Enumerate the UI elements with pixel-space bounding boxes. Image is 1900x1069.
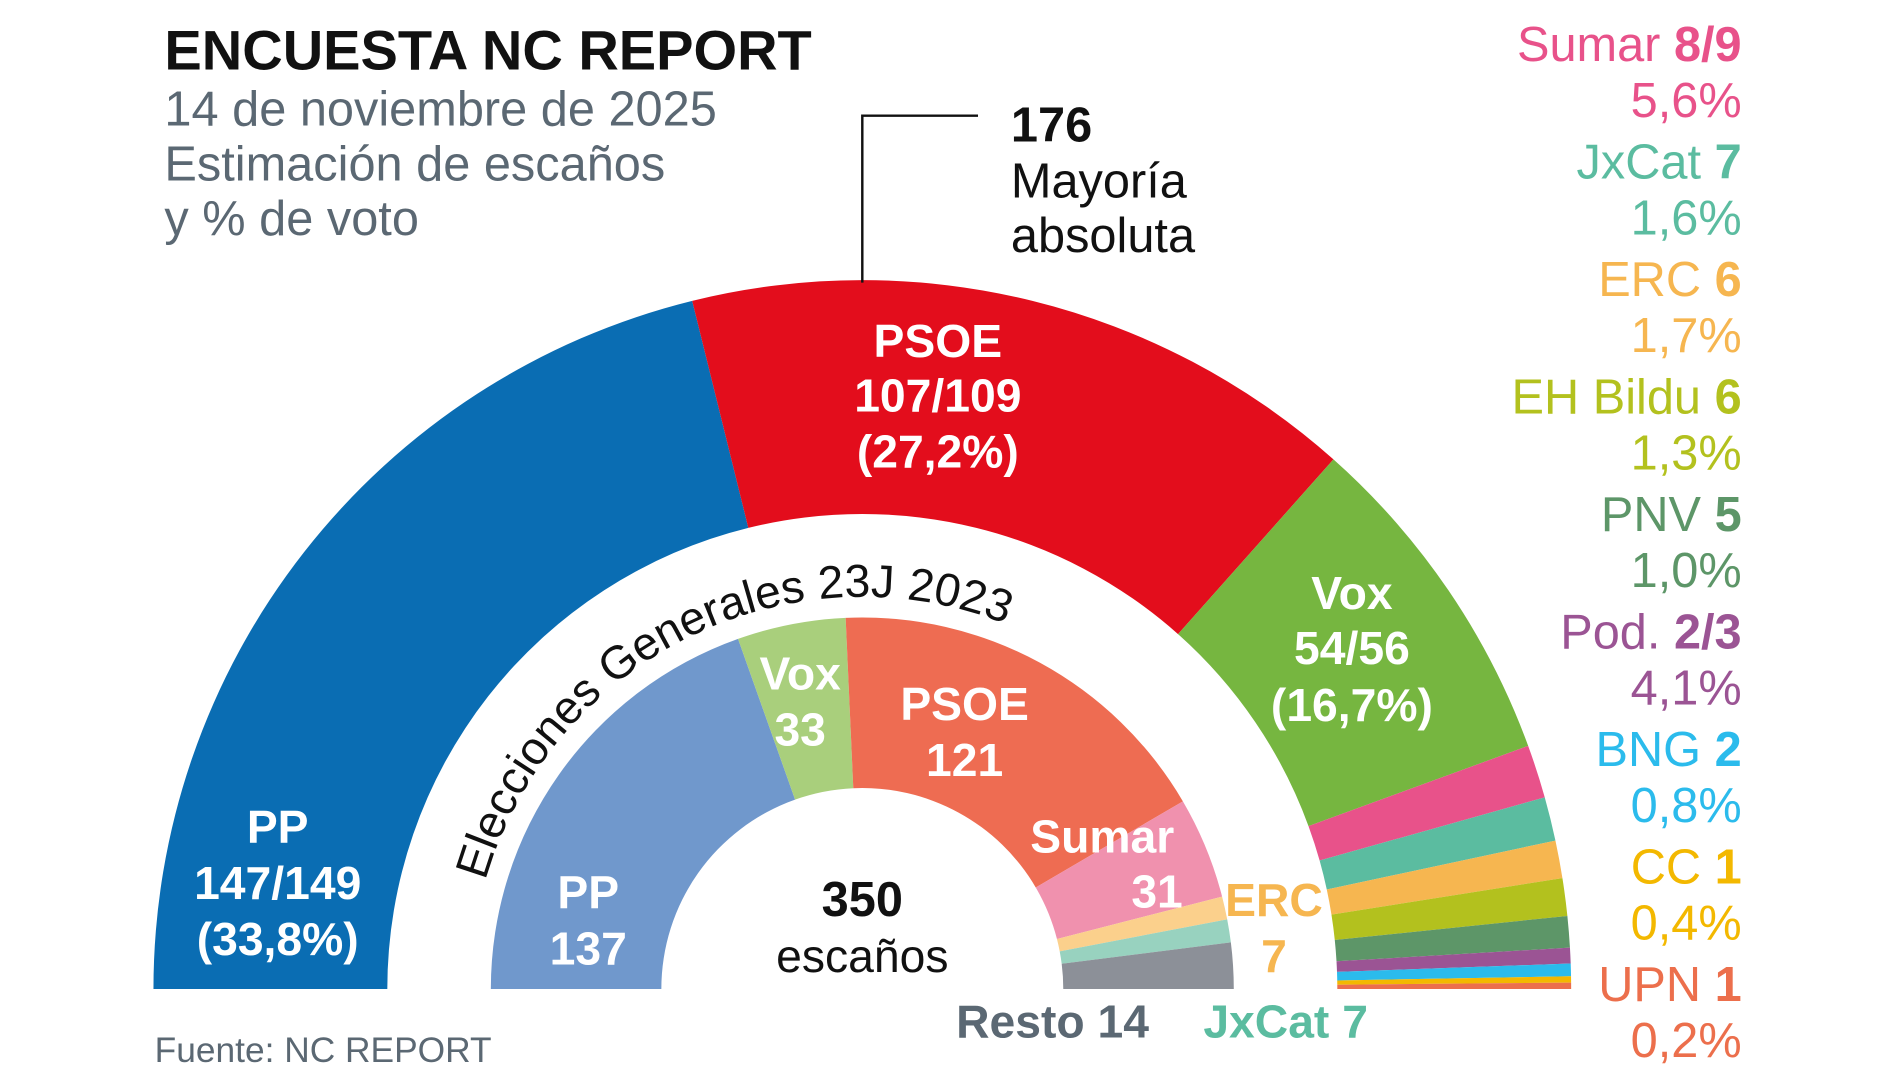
chart-title: ENCUESTA NC REPORT [164, 18, 811, 81]
legend-party-vote: 1,0% [1631, 544, 1742, 598]
outer-ring-segment-pp [153, 300, 749, 989]
legend-party-name: UPN [1598, 958, 1714, 1012]
label-vox-name: Vox [1311, 567, 1393, 619]
outer-ring-segment-erc [1326, 840, 1563, 915]
legend-party-vote: 1,6% [1631, 191, 1742, 245]
legend-party-name: CC [1631, 841, 1715, 895]
inner-label-erc-seats: 7 [1261, 930, 1287, 982]
inner-label-pp-seats: 137 [550, 923, 627, 975]
legend-item-3: EH Bildu 6 [1512, 370, 1742, 424]
majority-value: 176 [1011, 98, 1092, 152]
label-psoe-name: PSOE [874, 315, 1003, 367]
label-pp-name: PP [247, 801, 309, 853]
inner-label-pp-name: PP [557, 867, 619, 919]
inner-ring-segment-pp [490, 638, 796, 989]
label-psoe-seats: 107/109 [854, 370, 1021, 422]
legend-item-1: JxCat 7 [1577, 135, 1742, 189]
outer-ring-segment-bng [1337, 963, 1572, 981]
center-unit: escaños [776, 930, 948, 982]
subtitle-date: 14 de noviembre de 2025 [164, 82, 716, 136]
center-total: 350 [822, 873, 903, 927]
legend-party-seats: 6 [1715, 253, 1742, 307]
legend-party-vote: 1,3% [1631, 427, 1742, 481]
inner-ring-segment-vox [738, 617, 854, 800]
legend-party-seats: 5 [1715, 488, 1742, 542]
outer-ring-segment-cc [1337, 976, 1572, 985]
legend-party-vote: 1,7% [1631, 309, 1742, 363]
outer-ring-segment-vox [1178, 459, 1529, 827]
legend-item-0: Sumar 8/9 [1517, 18, 1742, 72]
legend-party-vote: 0,4% [1631, 897, 1742, 951]
inner-label-sumar-name: Sumar [1030, 811, 1174, 863]
inner-label-psoe-name: PSOE [900, 678, 1029, 730]
outer-ring-segment-upn [1337, 982, 1572, 989]
inner-ring-segment-jxcat [1059, 919, 1231, 964]
legend-party-name: PNV [1601, 488, 1715, 542]
legend-item-8: UPN 1 [1598, 958, 1741, 1012]
inner-label-psoe-seats: 121 [926, 734, 1003, 786]
label-pp-seats: 147/149 [194, 857, 361, 909]
inner-ring [490, 617, 1234, 989]
inner-label-sumar-seats: 31 [1131, 865, 1182, 917]
legend-party-seats: 2 [1715, 723, 1742, 777]
majority-label-1: Mayoría [1011, 154, 1188, 208]
legend-party-vote: 0,2% [1631, 1014, 1742, 1068]
legend-party-name: Sumar [1517, 18, 1674, 72]
legend-party-seats: 2/3 [1674, 606, 1742, 660]
legend-party-seats: 7 [1715, 135, 1742, 189]
legend-party-name: EH Bildu [1512, 370, 1715, 424]
legend-item-6: BNG 2 [1595, 723, 1741, 777]
label-vox-vote: (16,7%) [1271, 679, 1433, 731]
label-psoe-vote: (27,2%) [857, 426, 1019, 478]
legend-party-vote: 0,8% [1631, 779, 1742, 833]
subtitle-line3: y % de voto [164, 192, 418, 246]
legend-party-seats: 1 [1715, 958, 1742, 1012]
majority-label-2: absoluta [1011, 209, 1196, 263]
legend-party-name: Pod. [1560, 606, 1674, 660]
inner-ring-segment-resto [1061, 942, 1234, 989]
label-jxcat: JxCat 7 [1203, 996, 1368, 1048]
subtitle-line2: Estimación de escaños [164, 137, 665, 191]
inner-ring-segment-sumar [1035, 801, 1223, 940]
legend-item-5: Pod. 2/3 [1560, 606, 1741, 660]
outer-ring-segment-pod- [1336, 947, 1571, 972]
outer-ring-segment-eh-bildu [1331, 878, 1568, 941]
legend-party-seats: 1 [1715, 841, 1742, 895]
inner-ring-segment-erc [1056, 896, 1228, 952]
label-pp-vote: (33,8%) [197, 913, 359, 965]
legend-party-seats: 6 [1715, 370, 1742, 424]
inner-ring-segment-psoe [845, 617, 1183, 888]
legend-party-name: ERC [1598, 253, 1714, 307]
outer-ring-segment-sumar [1308, 745, 1545, 861]
source: Fuente: NC REPORT [155, 1031, 492, 1069]
legend-item-4: PNV 5 [1601, 488, 1742, 542]
legend: Sumar 8/95,6%JxCat 71,6%ERC 61,7%EH Bild… [1512, 18, 1742, 1068]
outer-ring-segment-pnv [1334, 915, 1570, 962]
legend-party-vote: 5,6% [1631, 74, 1742, 128]
legend-item-7: CC 1 [1631, 841, 1742, 895]
inner-label-vox-name: Vox [759, 647, 841, 699]
outer-ring [153, 280, 1572, 989]
inner-label-erc-name: ERC [1225, 874, 1323, 926]
legend-party-vote: 4,1% [1631, 662, 1742, 716]
legend-party-seats: 8/9 [1674, 18, 1742, 72]
legend-item-2: ERC 6 [1598, 253, 1741, 307]
majority-line [861, 114, 979, 283]
legend-party-name: JxCat [1577, 135, 1715, 189]
outer-ring-segment-psoe [692, 280, 1334, 635]
inner-label-vox-seats: 33 [774, 703, 825, 755]
label-resto: Resto 14 [956, 996, 1149, 1048]
outer-ring-segment-jxcat [1319, 797, 1556, 890]
label-vox-seats: 54/56 [1294, 622, 1410, 674]
legend-party-name: BNG [1595, 723, 1714, 777]
